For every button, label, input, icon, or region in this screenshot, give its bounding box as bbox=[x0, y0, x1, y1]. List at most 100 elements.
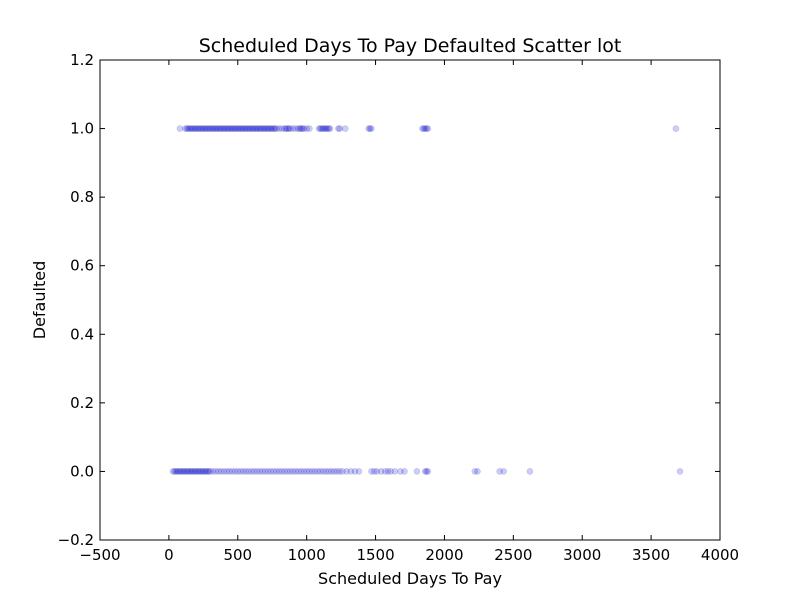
data-point bbox=[226, 468, 233, 475]
data-point bbox=[351, 468, 359, 475]
data-point bbox=[231, 125, 239, 132]
data-point bbox=[193, 125, 200, 132]
data-point bbox=[242, 468, 250, 475]
ticks-layer: −500 0 500 1000 1500 2000 2500 3000 3500 4000 −0.2… bbox=[58, 51, 740, 564]
data-point bbox=[190, 125, 197, 132]
data-point bbox=[261, 125, 269, 132]
data-point bbox=[300, 468, 308, 475]
data-point bbox=[420, 125, 428, 132]
data-point bbox=[234, 125, 242, 132]
data-point bbox=[330, 468, 338, 475]
data-point bbox=[275, 125, 283, 132]
data-point bbox=[311, 468, 319, 475]
data-point bbox=[208, 125, 215, 132]
data-point bbox=[240, 468, 247, 475]
plot-area-frame bbox=[99, 59, 721, 541]
data-point bbox=[180, 468, 188, 475]
data-point bbox=[474, 468, 481, 475]
data-point bbox=[387, 468, 395, 475]
data-point bbox=[204, 468, 211, 475]
x-tick-label: 4000 bbox=[701, 546, 739, 564]
data-point bbox=[285, 125, 293, 132]
data-point bbox=[281, 125, 288, 132]
data-point bbox=[295, 125, 302, 132]
data-point bbox=[295, 468, 302, 475]
y-tick-label: 1.0 bbox=[70, 120, 94, 138]
data-point bbox=[270, 125, 277, 132]
data-point bbox=[256, 468, 264, 475]
data-point bbox=[341, 125, 349, 132]
data-point bbox=[368, 125, 375, 132]
data-point bbox=[322, 468, 330, 475]
data-point bbox=[216, 125, 224, 132]
data-point bbox=[292, 125, 299, 132]
x-tick-label: 2000 bbox=[425, 546, 463, 564]
data-point bbox=[194, 468, 202, 475]
data-point bbox=[246, 125, 254, 132]
data-point bbox=[191, 125, 199, 132]
data-point bbox=[198, 468, 206, 475]
data-point bbox=[212, 125, 219, 132]
data-point bbox=[233, 125, 240, 132]
data-point bbox=[223, 125, 231, 132]
data-point bbox=[381, 468, 389, 475]
data-point bbox=[321, 125, 328, 132]
data-point bbox=[184, 125, 192, 132]
data-point bbox=[202, 125, 210, 132]
data-point bbox=[229, 125, 236, 132]
x-tick-label: −500 bbox=[79, 546, 120, 564]
data-point bbox=[198, 125, 206, 132]
data-point bbox=[278, 468, 286, 475]
data-point bbox=[391, 468, 399, 475]
x-tick-label: 0 bbox=[164, 546, 174, 564]
data-point bbox=[189, 468, 196, 475]
data-point bbox=[183, 125, 191, 132]
data-point bbox=[197, 468, 204, 475]
data-point bbox=[169, 468, 177, 475]
data-point bbox=[242, 125, 250, 132]
data-point bbox=[267, 125, 275, 132]
data-point bbox=[191, 468, 199, 475]
data-point bbox=[202, 468, 210, 475]
data-point bbox=[222, 125, 229, 132]
data-point bbox=[263, 125, 271, 132]
data-point bbox=[219, 125, 226, 132]
y-tick-label: −0.2 bbox=[58, 531, 94, 549]
data-point bbox=[424, 468, 432, 475]
data-point bbox=[187, 125, 195, 132]
data-point bbox=[205, 468, 213, 475]
x-tick-label: 1000 bbox=[288, 546, 326, 564]
data-point bbox=[323, 125, 331, 132]
data-point bbox=[248, 468, 255, 475]
data-point bbox=[300, 125, 308, 132]
data-point bbox=[296, 125, 304, 132]
data-point bbox=[209, 125, 217, 132]
data-point bbox=[229, 468, 236, 475]
data-point bbox=[317, 468, 324, 475]
x-tick-label: 2500 bbox=[494, 546, 532, 564]
y-tick-label: 0.6 bbox=[70, 257, 94, 275]
data-point bbox=[238, 125, 246, 132]
data-point bbox=[182, 125, 189, 132]
data-point bbox=[245, 468, 253, 475]
data-point bbox=[284, 468, 291, 475]
data-point bbox=[182, 468, 189, 475]
data-point bbox=[186, 468, 193, 475]
data-point bbox=[237, 468, 244, 475]
data-point bbox=[197, 125, 204, 132]
data-point bbox=[220, 468, 228, 475]
data-point bbox=[201, 125, 208, 132]
x-tick-label: 3000 bbox=[563, 546, 601, 564]
data-point bbox=[335, 125, 342, 132]
y-tick-label: 0.8 bbox=[70, 188, 94, 206]
data-point bbox=[282, 125, 290, 132]
data-point bbox=[251, 468, 258, 475]
data-point bbox=[297, 125, 305, 132]
data-point bbox=[176, 125, 184, 132]
data-point bbox=[306, 468, 313, 475]
data-point bbox=[292, 468, 299, 475]
data-point bbox=[275, 468, 283, 475]
y-axis-title: Defaulted bbox=[30, 261, 49, 339]
data-point bbox=[209, 468, 217, 475]
